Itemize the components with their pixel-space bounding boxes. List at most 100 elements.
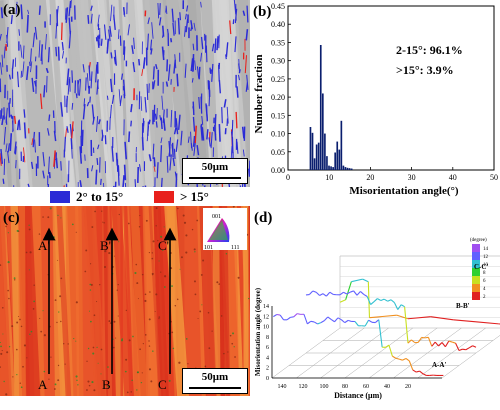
profile-segment xyxy=(280,315,283,320)
histogram-bar xyxy=(312,133,314,170)
low-angle-boundary xyxy=(185,14,186,20)
profile-segment xyxy=(384,299,387,301)
profile-segment xyxy=(330,292,333,294)
x-tick-label: 60 xyxy=(363,384,369,390)
low-angle-boundary xyxy=(98,81,99,89)
histogram-bar xyxy=(316,144,318,170)
low-angle-boundary xyxy=(28,10,29,14)
profile-segment xyxy=(388,300,391,301)
low-angle-boundary xyxy=(21,71,22,78)
z-tick-label: 14 xyxy=(263,304,269,310)
colorbar-tick-12: 12 xyxy=(483,255,489,260)
panel-b-label: (b) xyxy=(253,4,271,20)
x-tick-label: 10 xyxy=(325,173,333,182)
profile-segment xyxy=(449,341,452,342)
low-angle-boundary xyxy=(154,157,155,166)
y-tick-label: 0.40 xyxy=(271,20,285,29)
profile-segment xyxy=(343,292,346,294)
low-angle-boundary xyxy=(32,162,33,169)
low-angle-boundary xyxy=(180,12,181,20)
profile-segment xyxy=(416,371,419,372)
low-angle-boundary xyxy=(59,47,60,61)
profile-segment xyxy=(381,299,384,300)
low-angle-boundary xyxy=(156,64,157,69)
legend-swatch-low-angle xyxy=(50,191,70,203)
x-tick-label: 40 xyxy=(384,384,390,390)
z-tick-label: 6 xyxy=(266,345,269,351)
panel-a-label: (a) xyxy=(3,3,21,18)
profile-segment xyxy=(313,291,316,292)
low-angle-boundary xyxy=(153,66,154,79)
low-angle-boundary xyxy=(30,61,31,72)
profile-segment xyxy=(377,299,380,301)
low-angle-boundary xyxy=(152,22,153,38)
low-angle-boundary xyxy=(209,90,210,106)
low-angle-boundary xyxy=(239,63,240,68)
low-angle-boundary xyxy=(19,29,20,35)
profile-segment xyxy=(351,279,362,282)
high-angle-boundary xyxy=(236,112,237,128)
y-tick-label: 0.35 xyxy=(271,38,285,47)
low-angle-boundary xyxy=(65,137,66,152)
low-angle-boundary xyxy=(16,160,17,168)
z-tick-label: 4 xyxy=(266,355,269,361)
low-angle-boundary xyxy=(101,39,102,46)
histogram-chart: 0.000.050.100.150.200.250.300.350.400.45… xyxy=(250,0,500,200)
ipf-label-101: 101 xyxy=(204,245,213,251)
low-angle-boundary xyxy=(129,131,130,142)
low-angle-boundary xyxy=(24,109,25,117)
profile-segment xyxy=(331,319,334,321)
histogram-bar xyxy=(343,166,345,170)
low-angle-boundary xyxy=(193,102,194,115)
profile-segment xyxy=(340,292,343,295)
panel-a-scale-text: 50μm xyxy=(183,161,247,173)
profile-3d-chart: (d) (degree) 14 12 10 8 6 4 2 Misorienta… xyxy=(250,200,500,405)
low-angle-boundary xyxy=(62,42,63,50)
low-angle-boundary xyxy=(97,158,98,165)
low-angle-boundary xyxy=(158,3,159,18)
profile-segment xyxy=(403,358,406,360)
colorbar-tick-8: 8 xyxy=(483,271,486,276)
high-angle-boundary xyxy=(15,116,16,124)
histogram-bar xyxy=(334,153,336,170)
y-tick-label: 0.25 xyxy=(271,75,285,84)
low-angle-boundary xyxy=(47,68,49,73)
low-angle-boundary xyxy=(86,77,87,90)
line-b-start-label: B xyxy=(102,377,111,392)
low-angle-boundary xyxy=(125,165,126,180)
low-angle-boundary xyxy=(76,93,77,98)
low-angle-boundary xyxy=(178,18,179,34)
low-angle-boundary xyxy=(91,14,92,24)
ipf-triangle-key: 001 101 111 xyxy=(203,208,247,251)
low-angle-boundary xyxy=(206,46,207,63)
profile-segment xyxy=(364,294,367,296)
histogram-xlabel: Misorientation angle(°) xyxy=(349,185,459,197)
low-angle-boundary xyxy=(162,96,163,110)
line-c-start-label: C xyxy=(158,377,167,392)
low-angle-boundary xyxy=(9,103,10,118)
low-angle-boundary xyxy=(56,47,57,56)
low-angle-boundary xyxy=(49,114,50,120)
y-tick-label: 0.15 xyxy=(271,111,285,120)
profile-label-b: B-B' xyxy=(456,302,470,310)
low-angle-boundary xyxy=(193,44,194,50)
low-angle-boundary xyxy=(103,183,104,187)
z-tick-label: 10 xyxy=(263,325,269,331)
low-angle-boundary xyxy=(31,48,32,61)
low-angle-boundary xyxy=(185,26,186,37)
profile-segment xyxy=(360,291,363,294)
low-angle-boundary xyxy=(71,0,72,8)
profile-segment xyxy=(326,292,329,296)
low-angle-boundary xyxy=(48,128,49,135)
low-angle-boundary xyxy=(161,145,162,162)
low-angle-boundary xyxy=(232,120,233,137)
low-angle-boundary xyxy=(247,6,248,23)
low-angle-boundary xyxy=(139,59,140,65)
low-angle-boundary xyxy=(163,47,164,60)
low-angle-boundary xyxy=(117,153,118,166)
low-angle-boundary xyxy=(43,171,44,179)
profile-segment xyxy=(401,305,404,307)
low-angle-boundary xyxy=(215,38,216,53)
legend-label-low-angle: 2° to 15° xyxy=(76,189,123,205)
profile-segment xyxy=(294,314,297,317)
